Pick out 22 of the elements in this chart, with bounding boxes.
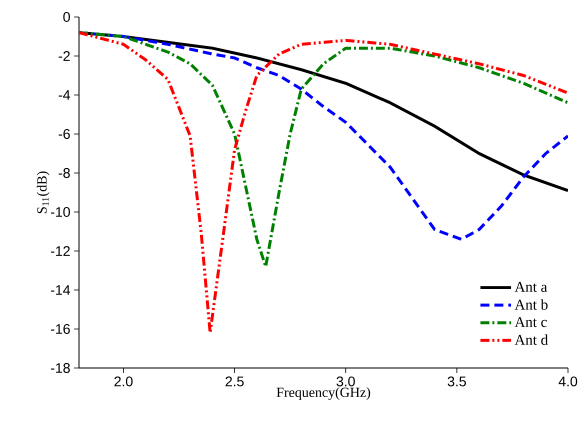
legend-label: Ant a (514, 282, 548, 292)
y-axis-title: S$_{11}$(dB) (36, 172, 50, 214)
y-tick-label: -10 (50, 207, 70, 217)
y-tick-label: -18 (50, 363, 70, 373)
y-tick-label: -12 (50, 246, 70, 256)
y-tick-label: 0 (63, 12, 70, 22)
x-axis-title: Frequency(GHz) (276, 387, 370, 400)
y-tick-label: -4 (58, 90, 70, 100)
y-tick-label: -2 (58, 51, 70, 61)
x-tick-label: 2.0 (114, 376, 133, 386)
line-series (79, 31, 568, 334)
legend-label: Ant c (514, 317, 547, 328)
x-tick-label: 3.0 (336, 376, 355, 386)
y-tick-label: -14 (50, 285, 70, 295)
x-tick-label: 3.5 (448, 376, 466, 386)
legend-label: Ant b (514, 299, 548, 310)
y-tick-label: -8 (58, 168, 70, 178)
x-tick-label: 4.0 (558, 376, 578, 386)
y-tick-label: -6 (58, 129, 70, 139)
y-tick-label: -16 (50, 324, 70, 334)
legend-label: Ant d (514, 334, 548, 345)
x-tick-label: 2.5 (226, 376, 244, 386)
